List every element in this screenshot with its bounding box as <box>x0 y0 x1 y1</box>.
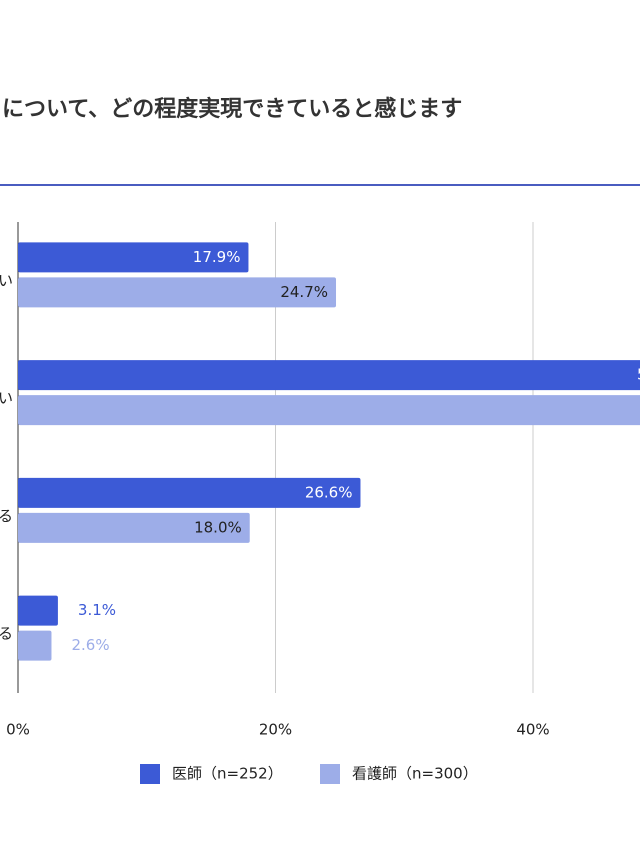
bar <box>18 630 52 661</box>
category-label: い <box>0 389 13 407</box>
value-label: 2.6% <box>71 636 109 654</box>
value-label: 17.9% <box>193 248 241 266</box>
legend-label: 看護師（n=300） <box>352 765 478 783</box>
category-label: る <box>0 625 13 643</box>
bar <box>18 395 640 426</box>
bar <box>18 242 249 273</box>
value-label: 52.4% <box>637 366 640 384</box>
x-tick-label: 0% <box>6 721 30 739</box>
legend-label: 医師（n=252） <box>172 765 283 783</box>
chart-title: について、どの程度実現できていると感じます <box>2 96 462 122</box>
value-label: 3.1% <box>78 601 116 619</box>
bar <box>18 277 337 308</box>
legend-swatch <box>320 764 340 784</box>
value-label: 26.6% <box>305 483 353 501</box>
x-tick-label: 40% <box>516 721 549 739</box>
category-label: い <box>0 271 13 289</box>
bar <box>18 360 640 391</box>
bar <box>18 512 250 543</box>
category-label: る <box>0 507 13 525</box>
legend-swatch <box>140 764 160 784</box>
value-label: 18.0% <box>194 518 242 536</box>
bar <box>18 477 361 508</box>
bar <box>18 595 58 626</box>
value-label: 24.7% <box>280 283 328 301</box>
x-tick-label: 20% <box>259 721 292 739</box>
